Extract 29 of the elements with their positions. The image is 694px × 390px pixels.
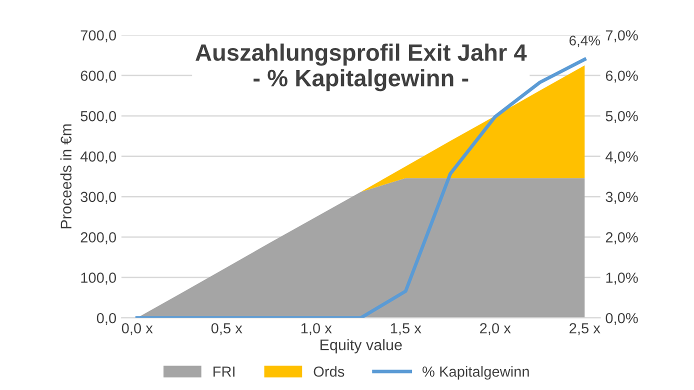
legend-label: % Kapitalgewinn	[422, 366, 529, 380]
legend-label: FRI	[214, 366, 234, 377]
y2-tick-label: 5,0%	[606, 110, 638, 124]
y-tick-label: 200,0	[80, 232, 116, 244]
x-tick-label: 0,5 x	[211, 323, 242, 336]
y-tick-label: 100,0	[81, 272, 116, 285]
x-tick-label: 0,0 x	[122, 323, 153, 336]
legend-label: Ords	[314, 366, 344, 377]
y-tick-label: 600,0	[80, 70, 116, 83]
x-tick-label: 1,5 x	[390, 323, 422, 336]
x-axis-title: Equity value	[320, 339, 402, 354]
y2-tick-label: 1,0%	[606, 272, 638, 285]
y-tick-label: 700,0	[80, 30, 116, 42]
text: Auszahlungsprofil Exit Jahr 4 - % Kapitalgewinn -	[196, 44, 527, 92]
y2-tick-label: 7,0%	[606, 30, 638, 42]
y2-tick-label: 6,0%	[606, 70, 638, 83]
y-tick-label: 400,0	[80, 151, 116, 164]
x-tick-label: 2,0 x	[480, 323, 511, 336]
y2-tick-label: 2,0%	[606, 232, 638, 244]
y2-tick-label: 3,0%	[606, 192, 638, 204]
y2-tick-label: 0,0%	[606, 312, 638, 325]
x-tick-label: 2,5 x	[570, 323, 600, 336]
y-axis-title: Proceeds in €m	[60, 124, 72, 228]
y-tick-label: 500,0	[80, 110, 116, 124]
y2-tick-label: 4,0%	[606, 151, 638, 164]
data-label: 6,4%	[570, 36, 600, 48]
y-tick-label: 0,0	[96, 312, 116, 325]
x-tick-label: 1,0 x	[301, 323, 332, 336]
y-tick-label: 300,0	[80, 192, 116, 204]
